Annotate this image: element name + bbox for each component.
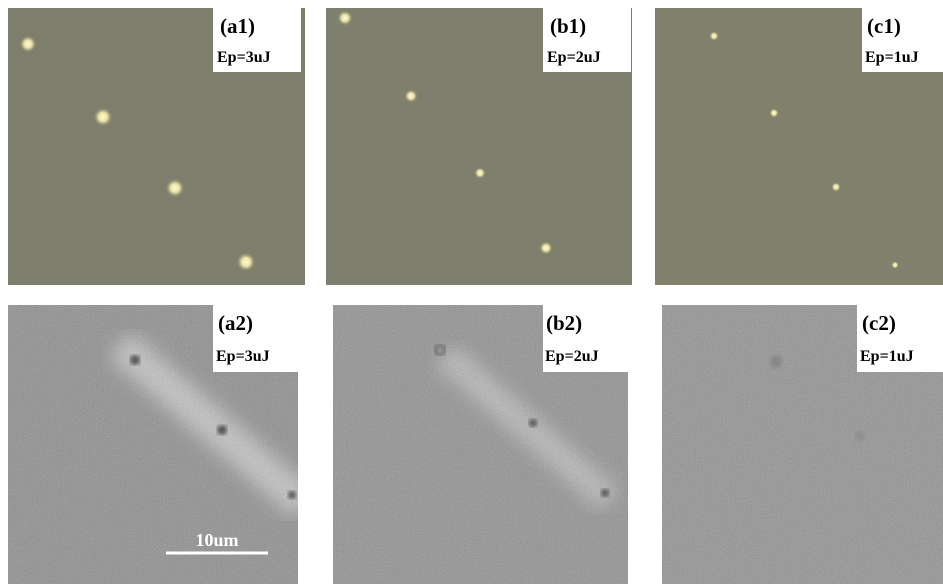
label-c1: (c1) Ep=1uJ <box>862 8 943 72</box>
energy-label: Ep=3uJ <box>217 49 271 66</box>
panel-label: (a2) <box>218 311 253 335</box>
label-a1: (a1) Ep=3uJ <box>213 8 301 72</box>
energy-label: Ep=2uJ <box>547 49 601 66</box>
energy-label: Ep=1uJ <box>865 49 919 66</box>
label-b2: (b2) Ep=2uJ <box>543 305 628 372</box>
panel-label: (c1) <box>867 14 901 38</box>
energy-label: Ep=3uJ <box>216 348 270 365</box>
label-b1: (b1) Ep=2uJ <box>543 8 631 72</box>
energy-label: Ep=1uJ <box>860 348 914 365</box>
panel-label: (b1) <box>550 14 586 38</box>
scale-bar-label: 10um <box>195 530 238 550</box>
energy-label: Ep=2uJ <box>545 348 599 365</box>
panel-label: (c2) <box>862 311 896 335</box>
panel-label: (a1) <box>220 14 255 38</box>
label-c2: (c2) Ep=1uJ <box>857 305 943 372</box>
panel-label: (b2) <box>546 311 582 335</box>
figure: (a1) Ep=3uJ (b1) Ep=2uJ (c1) Ep=1uJ (a2)… <box>0 0 943 584</box>
label-a2: (a2) Ep=3uJ <box>213 305 298 372</box>
